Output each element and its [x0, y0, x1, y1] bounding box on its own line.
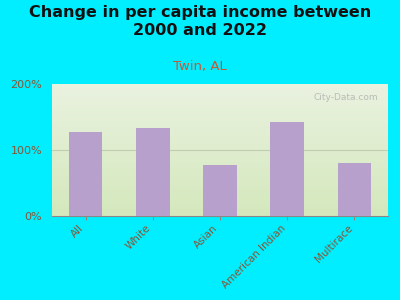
Text: Change in per capita income between
2000 and 2022: Change in per capita income between 2000… — [29, 4, 371, 38]
Bar — [136, 128, 170, 216]
Bar — [338, 163, 371, 216]
Bar — [69, 131, 102, 216]
Bar — [203, 164, 237, 216]
Bar — [270, 122, 304, 216]
Text: Twin, AL: Twin, AL — [173, 60, 227, 73]
Text: City-Data.com: City-Data.com — [313, 93, 378, 102]
